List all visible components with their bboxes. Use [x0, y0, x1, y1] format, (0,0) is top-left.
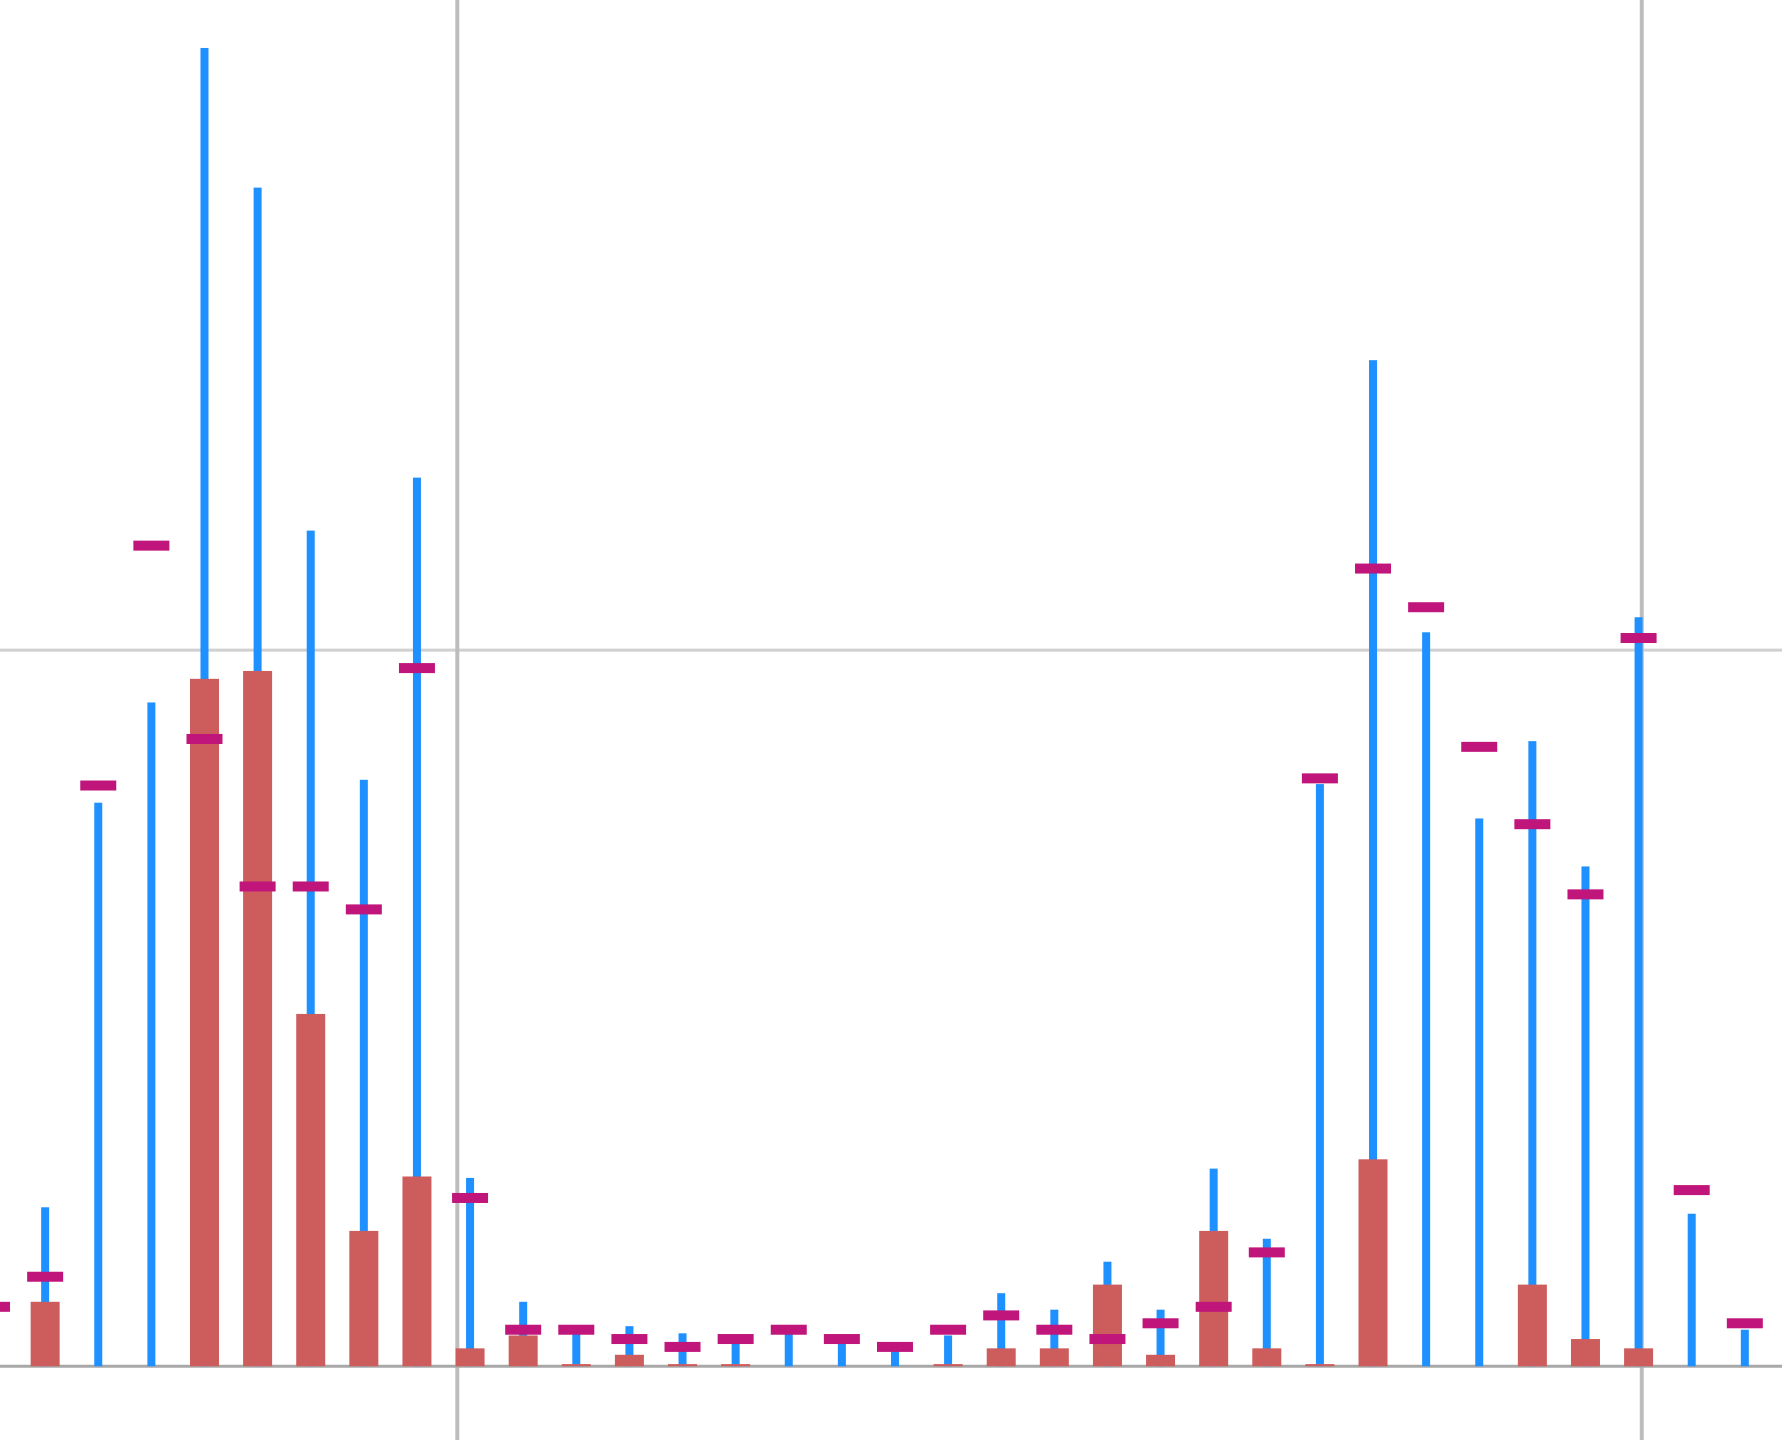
bar: [625, 1326, 634, 1367]
marker: [1461, 741, 1498, 752]
bar: [1146, 1354, 1176, 1367]
marker: [930, 1324, 967, 1335]
bar: [890, 1346, 899, 1367]
bar: [614, 1354, 644, 1367]
marker: [876, 1341, 913, 1352]
bar: [1740, 1329, 1749, 1367]
marker: [1142, 1318, 1179, 1329]
bar: [1581, 866, 1590, 1367]
bar: [359, 779, 368, 1367]
bar: [784, 1327, 793, 1367]
bar: [1039, 1348, 1069, 1367]
marker: [983, 1310, 1020, 1321]
bar: [147, 702, 156, 1367]
bar: [1570, 1339, 1600, 1367]
bar: [1252, 1348, 1282, 1367]
bar: [1624, 1348, 1654, 1367]
bar: [1305, 1364, 1335, 1367]
marker: [558, 1324, 595, 1335]
marker: [186, 733, 223, 744]
bar: [1315, 784, 1324, 1367]
bar: [837, 1341, 846, 1367]
marker: [770, 1324, 807, 1335]
bar: [944, 1335, 953, 1367]
bar: [721, 1364, 751, 1367]
bar: [243, 670, 273, 1367]
bar: [731, 1341, 740, 1367]
bar: [349, 1230, 379, 1367]
bar: [986, 1348, 1016, 1367]
bar: [1634, 617, 1643, 1367]
marker: [0, 1301, 11, 1312]
bar: [466, 1177, 475, 1367]
marker: [1036, 1324, 1073, 1335]
bar: [41, 1207, 50, 1367]
marker: [133, 540, 170, 551]
marker: [1514, 819, 1551, 830]
bar: [1528, 741, 1537, 1367]
bar: [933, 1364, 963, 1367]
bar: [296, 1013, 326, 1367]
marker: [823, 1334, 860, 1345]
marker: [27, 1271, 64, 1282]
bar: [1422, 632, 1431, 1367]
bar: [668, 1364, 698, 1367]
marker: [1567, 889, 1604, 900]
bar: [455, 1348, 485, 1367]
marker: [664, 1341, 701, 1352]
bar: [572, 1331, 581, 1367]
marker: [1195, 1301, 1232, 1312]
bar: [1050, 1309, 1059, 1367]
marker: [1673, 1185, 1710, 1196]
bar: [1358, 1159, 1388, 1367]
bar: [1687, 1213, 1696, 1367]
bar: [306, 530, 315, 1367]
marker: [1089, 1334, 1126, 1345]
marker: [1248, 1247, 1285, 1258]
marker: [1355, 563, 1392, 574]
bar: [189, 678, 219, 1367]
marker: [1726, 1318, 1763, 1329]
marker: [1408, 602, 1445, 613]
bar: [94, 802, 103, 1367]
marker: [292, 881, 329, 892]
marker: [345, 904, 382, 915]
bar: [1475, 818, 1484, 1367]
bar: [30, 1301, 60, 1367]
bar: [1262, 1238, 1271, 1367]
bar: [1199, 1230, 1229, 1367]
bar: [402, 1176, 432, 1367]
bar: [561, 1364, 591, 1367]
marker: [80, 780, 117, 791]
bar: [1092, 1284, 1122, 1367]
marker: [452, 1192, 489, 1203]
bar: [508, 1335, 538, 1367]
bar: [412, 477, 421, 1367]
marker: [717, 1334, 754, 1345]
marker: [611, 1334, 648, 1345]
marker: [398, 663, 435, 674]
bar: [997, 1293, 1006, 1367]
marker: [1301, 773, 1338, 784]
bar: [1369, 360, 1378, 1367]
bar: [1156, 1309, 1165, 1367]
marker: [239, 881, 276, 892]
marker: [1620, 633, 1657, 644]
bar: [1517, 1284, 1547, 1367]
marker: [505, 1324, 542, 1335]
